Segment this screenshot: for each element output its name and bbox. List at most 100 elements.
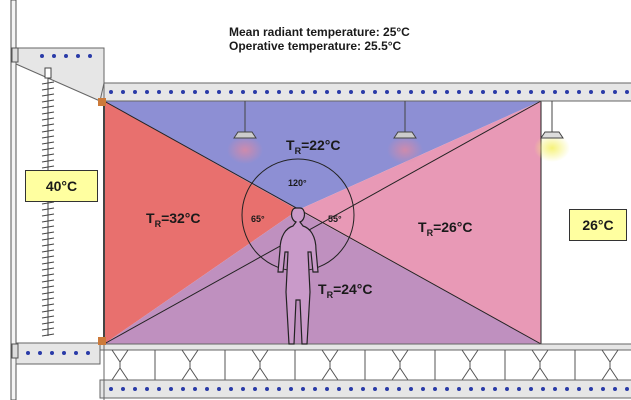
blind-slat (41, 291, 55, 295)
lamp-1 (227, 101, 263, 164)
blind-slat (41, 207, 55, 211)
person-silhouette (277, 207, 319, 345)
slab-dot (86, 351, 90, 355)
blind-slat (41, 333, 55, 337)
slab-dot (421, 90, 425, 94)
left-slab-dots (26, 54, 92, 355)
slab-dot (337, 90, 341, 94)
slab-dot (529, 387, 533, 391)
blind-slat (41, 111, 55, 115)
facade-mullion (10, 0, 17, 400)
slab-dot (157, 90, 161, 94)
slab-dot (205, 387, 209, 391)
blind-slat (41, 255, 55, 259)
blind-slat (41, 87, 55, 91)
slab-dot (469, 387, 473, 391)
blind-slat (41, 141, 55, 145)
slab-dot (409, 387, 413, 391)
slab-dot (445, 90, 449, 94)
ceiling-slab-dots (109, 90, 629, 94)
slab-dot (577, 90, 581, 94)
slab-dot (50, 351, 54, 355)
angle-top: 120° (288, 178, 307, 188)
slab-dot (253, 387, 257, 391)
slab-dot (217, 387, 221, 391)
slab-dot (325, 387, 329, 391)
slab-dot (253, 90, 257, 94)
slab-dot (613, 387, 617, 391)
slab-dot (313, 387, 317, 391)
blind-slat (41, 159, 55, 163)
slab-dot (373, 387, 377, 391)
blind-slat (41, 129, 55, 133)
zone-right-wall (298, 101, 541, 344)
zone-ceiling (104, 101, 541, 210)
slab-dot (64, 54, 68, 58)
slab-dot (157, 387, 161, 391)
blind-slat (41, 315, 55, 319)
blind-slat (41, 237, 55, 241)
slab-dot (613, 90, 617, 94)
slab-dot (169, 387, 173, 391)
blind-slat (41, 273, 55, 277)
blind-slat (41, 249, 55, 253)
outside-temp-left: 40°C (25, 170, 98, 202)
slab-dot (289, 90, 293, 94)
slab-dot (193, 90, 197, 94)
zone-floor (104, 210, 541, 344)
slab-dot (241, 90, 245, 94)
slab-dot (565, 387, 569, 391)
slab-dot (121, 387, 125, 391)
blind-slat (41, 99, 55, 103)
slab-dot (409, 90, 413, 94)
truss (321, 349, 366, 381)
blind-slat (41, 261, 55, 265)
blind-slat (41, 147, 55, 151)
truss (601, 349, 619, 381)
outside-temp-right: 26°C (569, 209, 627, 241)
angle-right: 55° (328, 214, 342, 224)
slab-dot (385, 90, 389, 94)
truss (111, 349, 156, 381)
slab-dot (349, 90, 353, 94)
blind-slat (41, 327, 55, 331)
floor-slab-bottom (99, 379, 631, 399)
slab-dot (52, 54, 56, 58)
blind-slat (41, 321, 55, 325)
slab-dot (457, 387, 461, 391)
blind-slat (41, 279, 55, 283)
slab-dot (397, 90, 401, 94)
slab-dot (277, 387, 281, 391)
ceiling-slab (99, 82, 631, 102)
slab-dot (517, 387, 521, 391)
slab-dot (493, 90, 497, 94)
slab-dot (481, 387, 485, 391)
slab-dot (229, 387, 233, 391)
blind-slat (41, 267, 55, 271)
blind-slat (41, 285, 55, 289)
blind-slat (41, 93, 55, 97)
blind-slat (41, 243, 55, 247)
slab-dot (133, 387, 137, 391)
floor-temp: TR=24°C (318, 281, 373, 300)
blind-slat (41, 219, 55, 223)
slab-dot (88, 54, 92, 58)
slab-dot (26, 351, 30, 355)
slab-dot (38, 351, 42, 355)
slab-dot (517, 90, 521, 94)
slab-dot (109, 387, 113, 391)
blind-slat (41, 213, 55, 217)
slab-dot (385, 387, 389, 391)
slab-dot (241, 387, 245, 391)
blind-slat (41, 81, 55, 85)
wall-joint-bottom (98, 337, 106, 345)
slab-dot (601, 387, 605, 391)
blind-slat (41, 225, 55, 229)
slab-dot (601, 90, 605, 94)
truss (391, 349, 436, 381)
wall-joint-top (98, 98, 106, 106)
left-wall-temp: TR=32°C (146, 210, 201, 229)
slab-dot (457, 90, 461, 94)
zone-left-wall (104, 101, 298, 344)
